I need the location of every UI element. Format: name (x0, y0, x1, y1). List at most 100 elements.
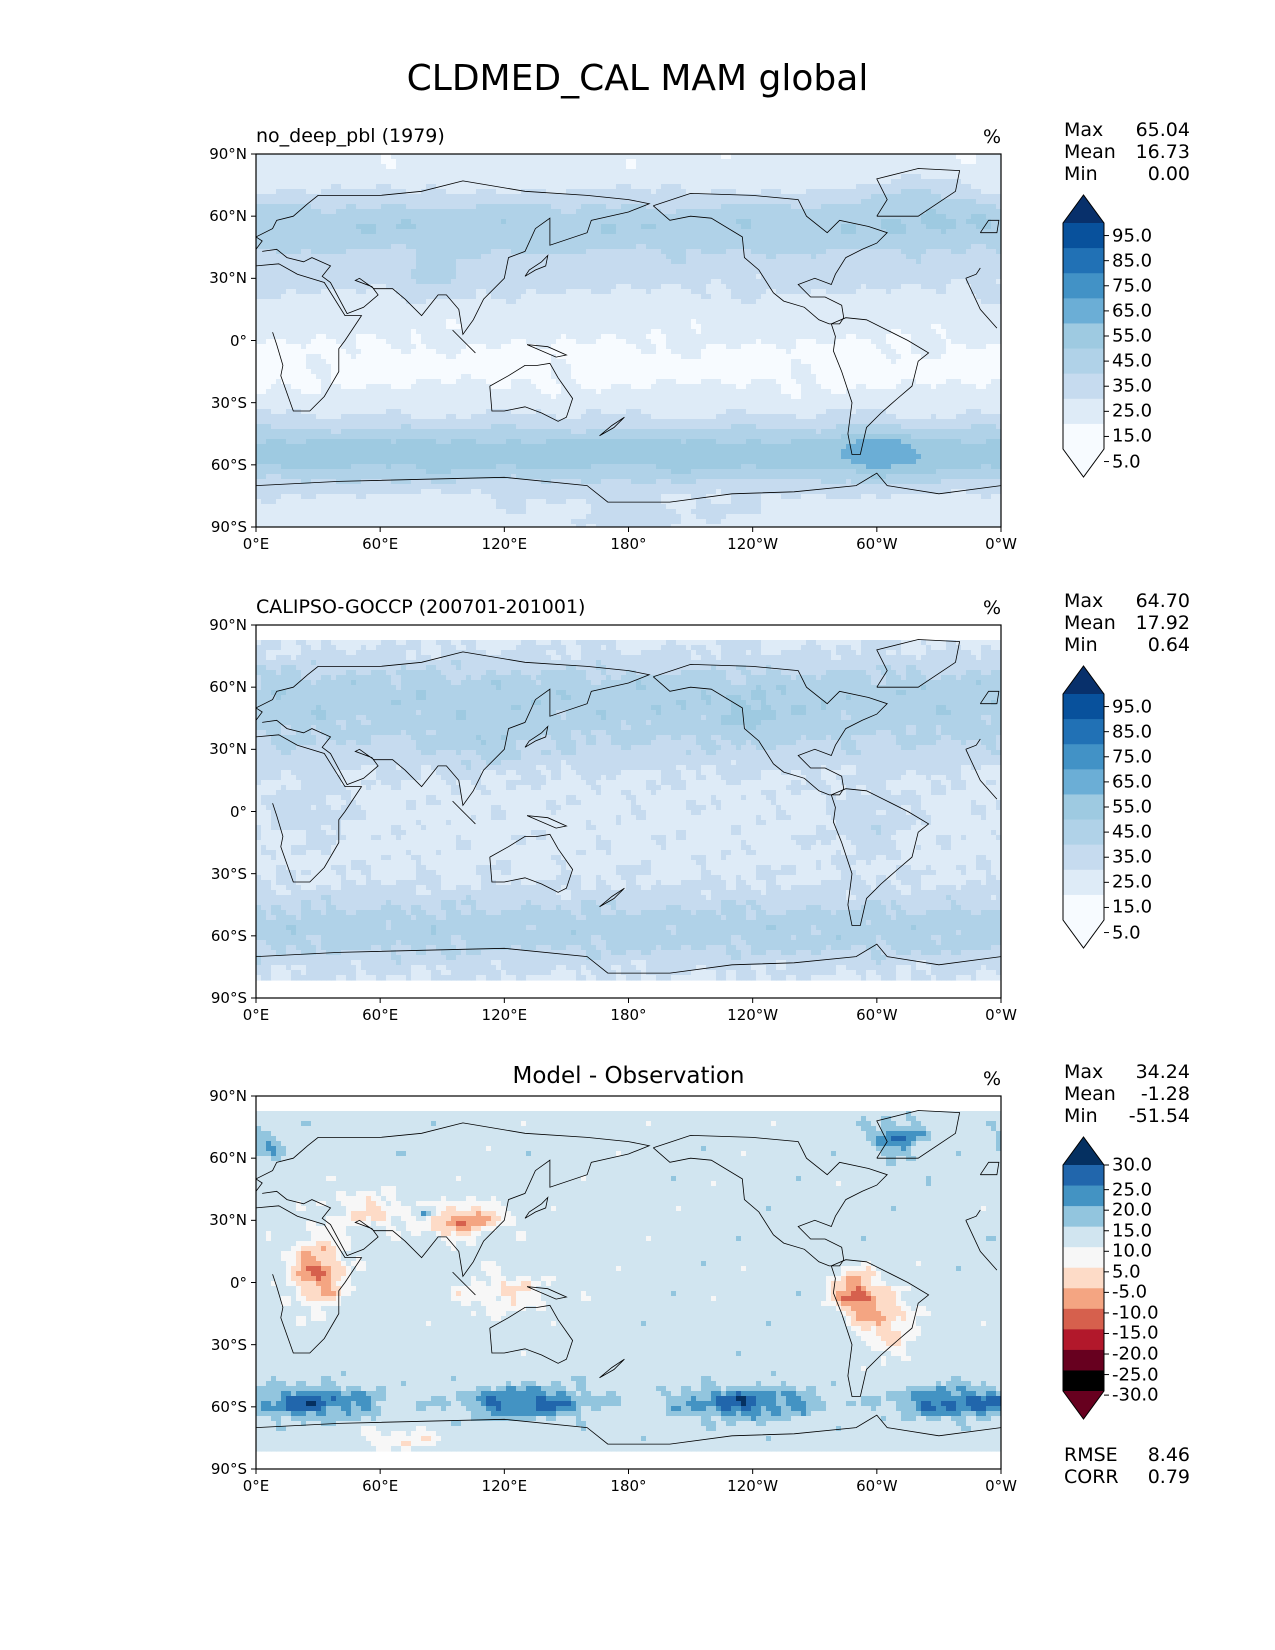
field-cell (711, 259, 717, 265)
field-cell (856, 224, 862, 230)
field-cell (836, 274, 842, 280)
field-cell (336, 204, 342, 210)
field-cell (451, 224, 457, 230)
field-cell (661, 299, 667, 305)
field-cell (691, 174, 697, 180)
field-cell (636, 239, 642, 245)
field-cell (376, 309, 382, 315)
field-cell (581, 299, 587, 305)
field-cell (621, 284, 627, 290)
field-cell (456, 254, 462, 260)
field-cell (261, 224, 267, 230)
field-cell (421, 269, 427, 275)
field-cell (276, 154, 282, 160)
field-cell (946, 214, 952, 220)
field-cell (581, 309, 587, 315)
field-cell (661, 239, 667, 245)
field-cell (936, 299, 942, 305)
field-cell (626, 159, 632, 165)
field-cell (546, 274, 552, 280)
field-cell (766, 304, 772, 310)
field-cell (641, 179, 647, 185)
field-cell (356, 219, 362, 225)
field-cell (416, 319, 422, 325)
field-cell (711, 184, 717, 190)
field-cell (351, 199, 357, 205)
field-cell (671, 269, 677, 275)
field-cell (906, 314, 912, 320)
field-cell (701, 279, 707, 285)
field-cell (656, 189, 662, 195)
field-cell (471, 219, 477, 225)
field-cell (881, 219, 887, 225)
field-cell (516, 194, 522, 200)
field-cell (846, 264, 852, 270)
field-cell (801, 169, 807, 175)
field-cell (526, 179, 532, 185)
field-cell (996, 229, 1001, 235)
field-cell (741, 294, 747, 300)
field-cell (726, 309, 732, 315)
field-cell (506, 259, 512, 265)
field-cell (966, 249, 972, 255)
field-cell (271, 184, 277, 190)
field-cell (441, 294, 447, 300)
field-cell (331, 274, 337, 280)
field-cell (976, 274, 982, 280)
field-cell (726, 229, 732, 235)
field-cell (401, 209, 407, 215)
field-cell (626, 319, 632, 325)
field-cell (606, 319, 612, 325)
field-cell (756, 229, 762, 235)
field-cell (371, 269, 377, 275)
field-cell (796, 289, 802, 295)
field-cell (916, 309, 922, 315)
field-cell (521, 189, 527, 195)
field-cell (966, 199, 972, 205)
field-cell (916, 184, 922, 190)
field-cell (821, 314, 827, 320)
field-cell (651, 229, 657, 235)
field-cell (831, 294, 837, 300)
field-cell (831, 249, 837, 255)
field-cell (526, 184, 532, 190)
field-cell (551, 174, 557, 180)
field-cell (391, 239, 397, 245)
field-cell (531, 299, 537, 305)
field-cell (331, 184, 337, 190)
field-cell (456, 194, 462, 200)
field-cell (826, 164, 832, 170)
field-cell (851, 314, 857, 320)
field-cell (721, 194, 727, 200)
field-cell (366, 314, 372, 320)
field-cell (911, 304, 917, 310)
field-cell (781, 254, 787, 260)
field-cell (866, 174, 872, 180)
field-cell (451, 249, 457, 255)
field-cell (886, 224, 892, 230)
field-cell (596, 234, 602, 240)
field-cell (626, 249, 632, 255)
field-cell (361, 259, 367, 265)
field-cell (381, 274, 387, 280)
field-cell (351, 244, 357, 250)
field-cell (286, 244, 292, 250)
field-cell (996, 154, 1001, 160)
field-cell (346, 304, 352, 310)
field-cell (846, 234, 852, 240)
field-cell (916, 209, 922, 215)
field-cell (461, 219, 467, 225)
field-cell (586, 209, 592, 215)
field-cell (386, 224, 392, 230)
field-cell (651, 244, 657, 250)
field-cell (611, 319, 617, 325)
field-cell (536, 184, 542, 190)
field-cell (811, 299, 817, 305)
field-cell (666, 269, 672, 275)
field-cell (601, 299, 607, 305)
field-cell (781, 224, 787, 230)
field-cell (346, 209, 352, 215)
field-cell (541, 154, 547, 160)
field-cell (301, 189, 307, 195)
field-cell (566, 169, 572, 175)
